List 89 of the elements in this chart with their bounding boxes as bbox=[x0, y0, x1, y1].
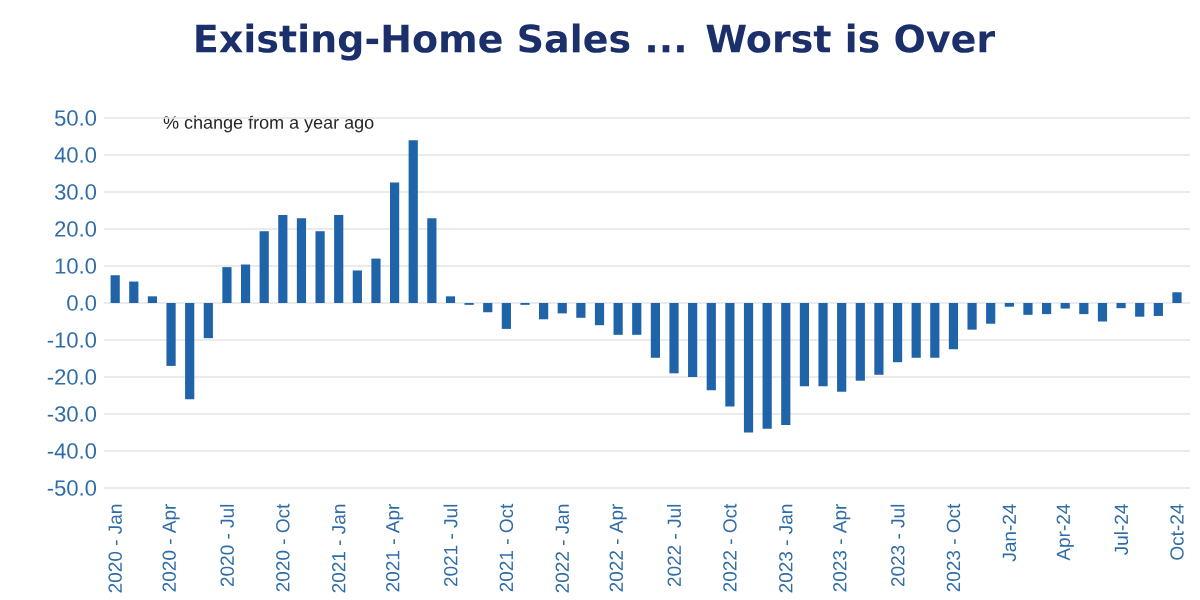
x-tick-label: Apr-24 bbox=[1056, 504, 1074, 561]
y-tick-label: 20.0 bbox=[55, 221, 97, 237]
bar bbox=[986, 303, 996, 324]
y-tick-label: 30.0 bbox=[54, 184, 97, 200]
bar bbox=[408, 140, 418, 304]
bar bbox=[948, 303, 959, 350]
bar bbox=[892, 303, 903, 363]
bar bbox=[185, 303, 195, 400]
y-tick-label: -20.0 bbox=[47, 369, 97, 385]
bar bbox=[1135, 303, 1145, 317]
x-tick-label: 2021 - Oct bbox=[499, 503, 514, 592]
bar bbox=[1023, 303, 1033, 315]
bar bbox=[445, 296, 456, 304]
x-tick-label: 2020 - Oct bbox=[276, 503, 290, 592]
x-tick-label: 2020 - Apr bbox=[162, 503, 180, 592]
bar bbox=[1041, 303, 1052, 315]
bar bbox=[911, 303, 921, 358]
annotation: % change from a year ago bbox=[163, 115, 374, 133]
bar bbox=[781, 303, 791, 426]
bar bbox=[278, 214, 288, 304]
x-tick-label: 2020 - Jul bbox=[219, 504, 234, 587]
x-tick-label: 2021 - Jul bbox=[443, 504, 458, 587]
bar bbox=[669, 303, 679, 374]
x-tick-label: 2023 - Apr bbox=[833, 503, 851, 592]
x-tick-label: Oct-24 bbox=[1170, 504, 1184, 560]
x-tick-label: 2023 - Jul bbox=[890, 504, 905, 587]
y-tick-label: 0.0 bbox=[67, 295, 97, 311]
chart-title: Existing-Home Sales ... Worst is Over bbox=[196, 23, 996, 61]
bar bbox=[967, 303, 977, 330]
x-tick-label: 2022 - Apr bbox=[609, 503, 627, 592]
bar bbox=[203, 303, 213, 339]
bar bbox=[1079, 303, 1089, 315]
bar bbox=[129, 281, 139, 304]
bar bbox=[296, 218, 307, 304]
bar bbox=[576, 303, 586, 318]
x-tick-label: 2023 - Oct bbox=[946, 503, 961, 592]
bar bbox=[222, 267, 232, 304]
y-tick-label: 50.0 bbox=[54, 110, 97, 126]
y-tick-label: 40.0 bbox=[54, 147, 97, 163]
bar bbox=[557, 303, 567, 314]
bar bbox=[613, 303, 623, 335]
bar bbox=[483, 303, 493, 313]
bar bbox=[1153, 303, 1163, 316]
bar bbox=[837, 303, 847, 392]
y-tick-label: 10.0 bbox=[55, 258, 97, 274]
bar bbox=[762, 303, 772, 429]
x-tick-label: 2022 - Jan bbox=[555, 504, 569, 593]
bar bbox=[706, 303, 716, 391]
bar bbox=[1097, 303, 1108, 322]
x-tick-label: 2022 - Oct bbox=[723, 503, 737, 592]
bar bbox=[594, 303, 605, 326]
x-tick-label: 2020 - Jan bbox=[108, 504, 122, 593]
bar bbox=[334, 214, 344, 304]
bar bbox=[799, 303, 810, 387]
bar bbox=[259, 231, 269, 304]
bar bbox=[1172, 292, 1182, 304]
bar bbox=[147, 296, 158, 304]
bar bbox=[725, 303, 735, 407]
bar bbox=[352, 270, 362, 304]
x-tick-label: 2021 - Apr bbox=[385, 503, 404, 592]
bar bbox=[166, 303, 176, 366]
x-tick-label: 2023 - Jan bbox=[779, 504, 793, 593]
bar bbox=[240, 264, 251, 304]
y-tick-label: -10.0 bbox=[47, 332, 97, 348]
bar bbox=[1116, 303, 1126, 309]
y-tick-label: -30.0 bbox=[47, 406, 97, 422]
x-tick-label: Jan-24 bbox=[1002, 504, 1017, 562]
bar bbox=[501, 303, 511, 329]
bar bbox=[539, 303, 549, 320]
bar bbox=[315, 231, 325, 304]
bar bbox=[874, 303, 884, 375]
x-tick-label: 2022 - Jul bbox=[667, 504, 681, 587]
bar bbox=[855, 303, 865, 381]
bar bbox=[427, 218, 437, 304]
bar bbox=[1004, 303, 1014, 307]
bar bbox=[110, 275, 120, 304]
bar bbox=[930, 303, 940, 358]
bar bbox=[1060, 303, 1070, 309]
x-tick-label: Jul-24 bbox=[1114, 504, 1129, 556]
bar bbox=[390, 182, 400, 304]
bar bbox=[688, 303, 698, 377]
bar bbox=[650, 303, 660, 358]
bar bbox=[371, 258, 381, 304]
y-tick-label: -50.0 bbox=[47, 480, 97, 496]
bar bbox=[743, 303, 754, 433]
x-tick-label: 2021 - Jan bbox=[331, 504, 346, 593]
bar bbox=[632, 303, 642, 335]
y-tick-label: -40.0 bbox=[47, 443, 97, 459]
bar bbox=[818, 303, 828, 387]
